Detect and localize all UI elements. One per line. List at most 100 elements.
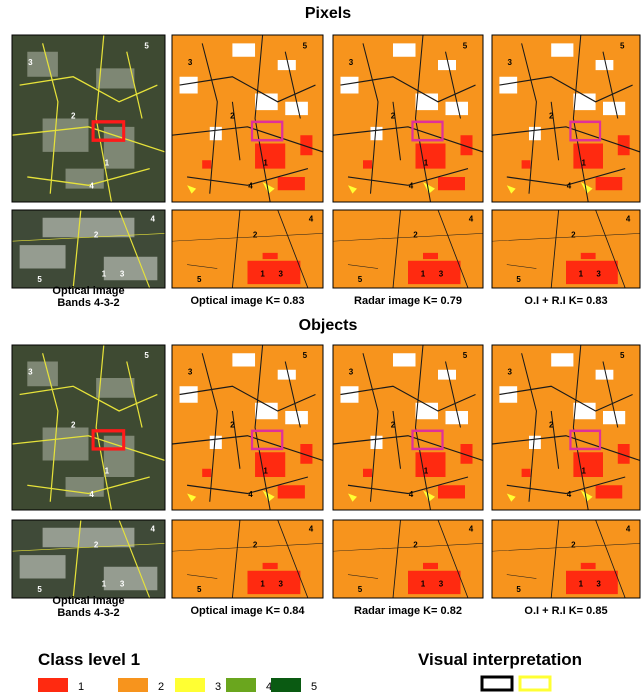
map-label: 3 — [349, 58, 354, 67]
map-label: 5 — [358, 275, 363, 284]
map-panel — [492, 35, 640, 202]
map-label: 5 — [197, 275, 202, 284]
caption: Optical image K= 0.84 — [190, 605, 305, 617]
map-label: 2 — [94, 540, 99, 549]
map-label: 5 — [144, 41, 149, 50]
map-panel — [333, 35, 483, 202]
map-label: 1 — [582, 467, 587, 476]
legend-label: 3 — [215, 681, 221, 693]
zoom-panel — [12, 210, 165, 288]
map-label: 4 — [151, 525, 156, 534]
caption: Optical image — [52, 285, 124, 297]
map-label: 4 — [309, 525, 314, 534]
map-label: 4 — [626, 215, 631, 224]
map-label: 1 — [105, 467, 110, 476]
map-label: 4 — [567, 182, 572, 191]
map-label: 1 — [105, 158, 110, 167]
map-label: 5 — [620, 41, 625, 50]
legend-label: 2 — [158, 681, 164, 693]
map-label: 4 — [309, 215, 314, 224]
map-label: 3 — [278, 269, 283, 278]
zoom-panel — [172, 210, 323, 288]
map-label: 3 — [278, 579, 283, 588]
map-label: 2 — [230, 112, 235, 121]
map-label: 3 — [508, 58, 513, 67]
zoom-panel — [492, 520, 640, 598]
section-title: Objects — [299, 317, 358, 334]
map-label: 3 — [188, 58, 193, 67]
legend-swatch — [226, 678, 256, 692]
map-label: 4 — [469, 525, 474, 534]
map-label: 1 — [102, 269, 107, 278]
map-label: 4 — [89, 490, 94, 499]
map-label: 3 — [508, 368, 513, 377]
map-label: 5 — [620, 351, 625, 360]
map-label: 1 — [260, 579, 265, 588]
map-label: 1 — [421, 269, 426, 278]
legend-label: 1 — [78, 681, 84, 693]
map-label: 2 — [94, 230, 99, 239]
map-label: 5 — [144, 351, 149, 360]
map-label: 4 — [151, 215, 156, 224]
legend-swatch — [118, 678, 148, 692]
map-label: 5 — [516, 275, 521, 284]
map-label: 3 — [28, 368, 33, 377]
map-label: 1 — [582, 158, 587, 167]
map-label: 3 — [120, 269, 125, 278]
map-label: 5 — [197, 585, 202, 594]
map-label: 2 — [413, 230, 418, 239]
map-label: 2 — [413, 540, 418, 549]
map-label: 2 — [71, 421, 76, 430]
map-label: 3 — [188, 368, 193, 377]
map-label: 5 — [37, 585, 42, 594]
map-label: 4 — [248, 182, 253, 191]
interpretation-box — [482, 677, 512, 690]
caption: Radar image K= 0.82 — [354, 605, 462, 617]
map-label: 3 — [596, 269, 601, 278]
map-label: 1 — [424, 158, 429, 167]
map-label: 5 — [303, 41, 308, 50]
map-label: 5 — [463, 351, 468, 360]
map-label: 3 — [596, 579, 601, 588]
map-label: 1 — [263, 467, 268, 476]
map-label: 5 — [303, 351, 308, 360]
caption: Optical image K= 0.83 — [190, 295, 304, 307]
map-panel — [333, 345, 483, 510]
map-label: 5 — [516, 585, 521, 594]
map-label: 4 — [409, 182, 414, 191]
caption: Bands 4-3-2 — [57, 607, 119, 619]
map-label: 5 — [463, 41, 468, 50]
map-label: 2 — [230, 421, 235, 430]
interpretation-box — [520, 677, 550, 690]
caption: Optical image — [52, 595, 124, 607]
map-label: 4 — [567, 490, 572, 499]
zoom-panel — [333, 520, 483, 598]
caption: O.I + R.I K= 0.83 — [524, 295, 607, 307]
figure: Pixels5321442135Optical imageBands 4-3-2… — [0, 0, 642, 694]
legend-label: 5 — [311, 681, 317, 693]
map-label: 1 — [260, 269, 265, 278]
map-label: 3 — [439, 269, 444, 278]
map-label: 3 — [439, 579, 444, 588]
caption: O.I + R.I K= 0.85 — [524, 605, 607, 617]
map-label: 1 — [263, 158, 268, 167]
legend-swatch — [175, 678, 205, 692]
map-label: 2 — [253, 540, 258, 549]
map-label: 1 — [421, 579, 426, 588]
map-panel — [492, 345, 640, 510]
map-label: 2 — [391, 112, 396, 121]
caption: Radar image K= 0.79 — [354, 295, 462, 307]
map-label: 4 — [409, 490, 414, 499]
map-panel — [172, 35, 323, 202]
map-label: 2 — [391, 421, 396, 430]
zoom-panel — [172, 520, 323, 598]
legend-title: Class level 1 — [38, 650, 140, 669]
map-label: 3 — [349, 368, 354, 377]
map-label: 4 — [89, 182, 94, 191]
map-label: 1 — [102, 579, 107, 588]
map-label: 1 — [579, 269, 584, 278]
map-label: 4 — [626, 525, 631, 534]
map-label: 2 — [571, 230, 576, 239]
map-panel — [12, 345, 165, 510]
map-label: 2 — [549, 421, 554, 430]
